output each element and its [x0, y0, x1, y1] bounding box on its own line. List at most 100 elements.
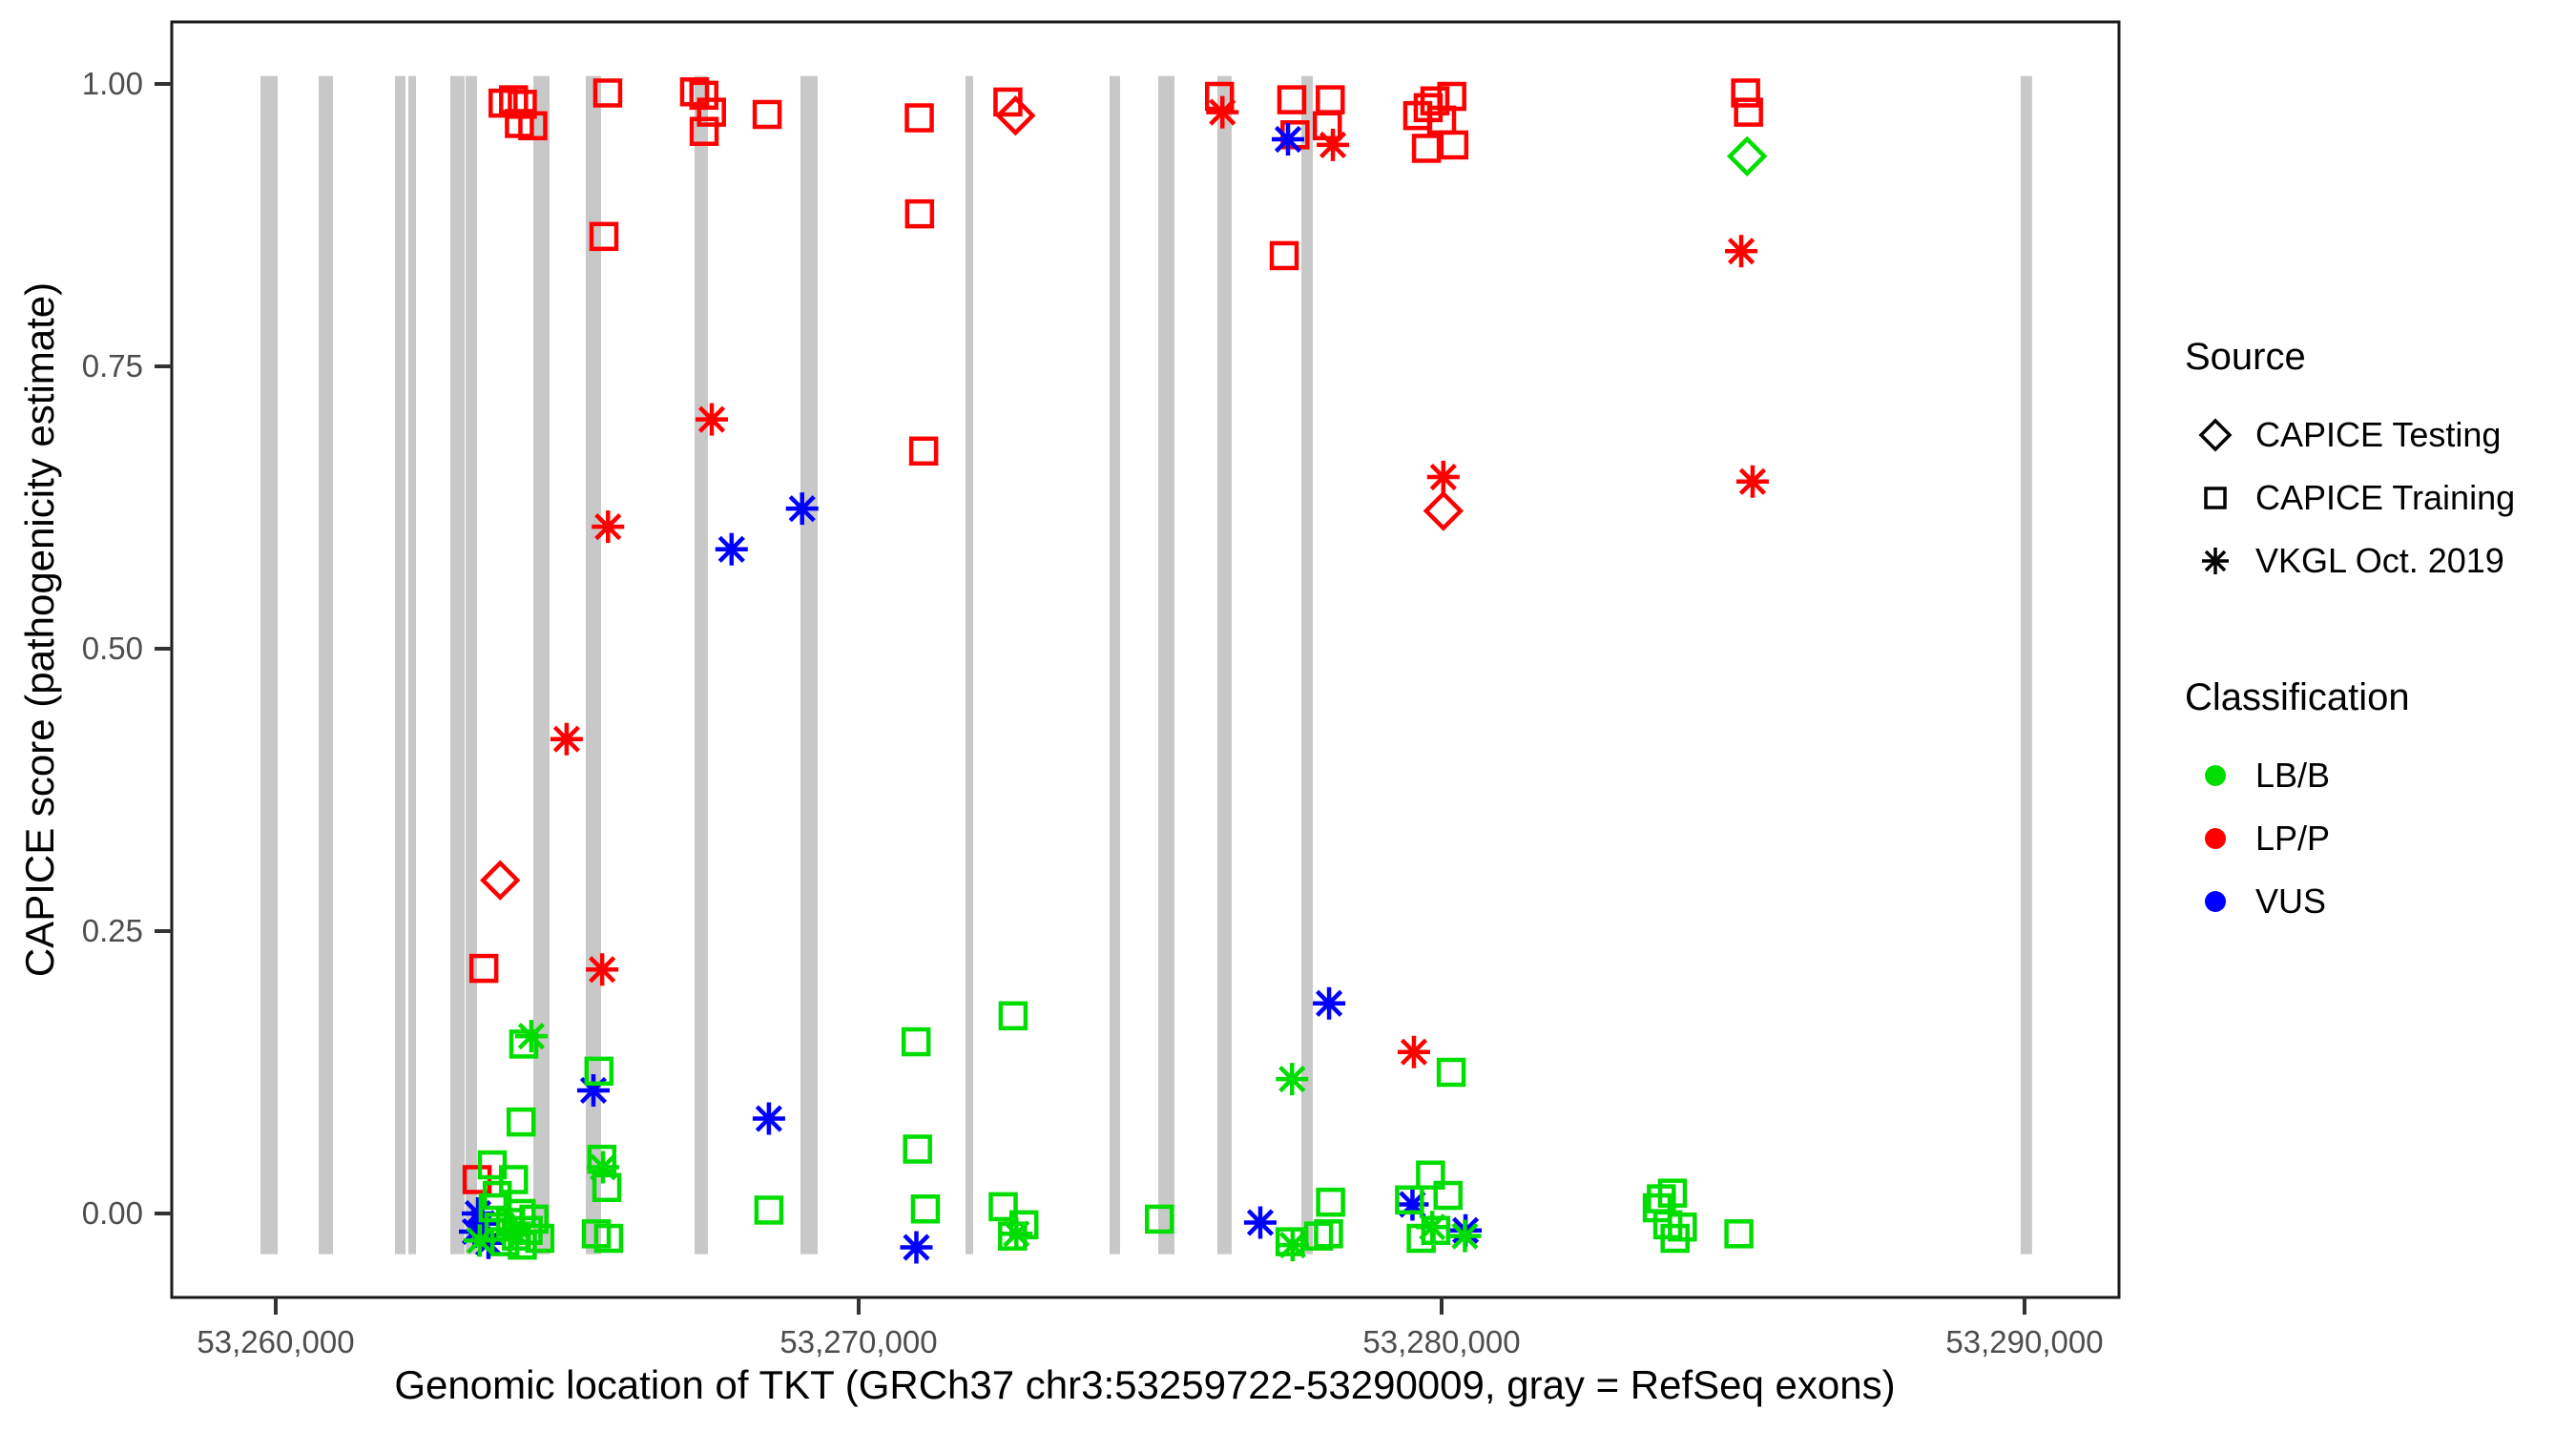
data-point-square — [506, 1107, 536, 1137]
data-point-asterisk — [1725, 235, 1758, 268]
data-point-asterisk — [1426, 461, 1460, 494]
data-point-square — [1008, 1210, 1039, 1240]
legend-item-capice-training: CAPICE Training — [2185, 467, 2566, 529]
data-point-square — [1312, 111, 1342, 141]
data-point-square — [518, 111, 548, 141]
data-point-square — [908, 436, 939, 467]
data-point-square — [1734, 97, 1763, 127]
legend-item-vus: VUS — [2185, 870, 2566, 933]
data-point-square — [584, 1056, 614, 1087]
data-point-square — [1395, 1185, 1424, 1215]
data-point-diamond — [480, 860, 521, 901]
data-point-square — [478, 1192, 509, 1223]
refseq-exon-bar — [260, 75, 279, 1255]
refseq-exon-bar — [395, 75, 406, 1255]
x-axis-title: Genomic location of TKT (GRCh37 chr3:532… — [394, 1362, 1896, 1407]
x-axis-tick-label: 53,290,000 — [1945, 1324, 2103, 1359]
refseq-exon-bar — [408, 75, 417, 1255]
diamond-legend-icon — [2198, 418, 2233, 452]
refseq-exon-bar — [2020, 75, 2032, 1255]
data-point-asterisk — [463, 1224, 496, 1257]
data-point-asterisk — [462, 1197, 495, 1230]
data-point-asterisk — [1272, 123, 1304, 156]
data-point-square — [1406, 1223, 1436, 1254]
data-point-square — [1437, 81, 1466, 112]
panel-border — [170, 20, 2121, 1299]
asterisk-icon — [2194, 540, 2236, 582]
data-point-asterisk — [696, 403, 729, 436]
y-axis-tick-label: 0.50 — [82, 631, 143, 666]
data-point-asterisk — [752, 1102, 785, 1135]
data-point-square — [1411, 134, 1442, 163]
data-point-square — [998, 1001, 1028, 1031]
data-point-asterisk — [1735, 465, 1769, 498]
refseq-exon-bar — [1216, 75, 1232, 1255]
legend-classification-title: Classification — [2185, 676, 2410, 718]
refseq-exon-bar — [1157, 75, 1174, 1255]
legend-source-title: Source — [2185, 336, 2306, 378]
data-point-square — [477, 1150, 508, 1180]
data-point-asterisk — [1317, 128, 1350, 161]
refseq-exon-bar — [466, 75, 477, 1255]
data-point-square — [462, 1165, 492, 1194]
data-point-square — [592, 78, 623, 108]
legend: Source CAPICE Testing CAPICE Training VKGL… — [2185, 336, 2566, 933]
refseq-exon-bar — [965, 75, 974, 1255]
data-point-asterisk — [514, 1020, 548, 1053]
data-point-square — [1420, 86, 1450, 116]
refseq-exon-bar — [695, 75, 708, 1255]
data-point-asterisk — [1000, 1217, 1033, 1251]
diamond-icon — [2194, 414, 2236, 456]
data-point-diamond — [995, 94, 1036, 136]
data-point-square — [689, 116, 719, 146]
refseq-exon-bar — [800, 75, 818, 1255]
data-point-asterisk — [587, 1151, 620, 1184]
legend-item-label: CAPICE Training — [2255, 478, 2516, 517]
y-axis-tick-label: 0.25 — [82, 913, 143, 948]
square-legend-icon — [2204, 487, 2227, 509]
legend-item-label: VUS — [2255, 881, 2327, 921]
refseq-exon-bar — [533, 75, 550, 1255]
data-point-square — [696, 97, 726, 127]
data-point-asterisk — [1397, 1035, 1430, 1068]
data-point-square — [1416, 1160, 1445, 1190]
data-point-square — [901, 1027, 931, 1057]
data-point-square — [499, 1165, 529, 1194]
data-point-square — [1316, 85, 1345, 114]
dot-legend-icon — [2205, 828, 2226, 849]
data-point-square — [506, 1198, 536, 1229]
legend-source-items: CAPICE Testing CAPICE Training VKGL Oct. 2… — [2185, 404, 2566, 592]
data-point-asterisk — [550, 722, 583, 756]
data-point-asterisk — [785, 492, 819, 526]
data-point-square — [587, 1144, 617, 1174]
x-axis-tick-label: 53,260,000 — [197, 1324, 354, 1359]
data-point-asterisk — [715, 532, 748, 566]
data-point-square — [1303, 1221, 1334, 1251]
data-point-square — [593, 1223, 624, 1254]
data-point-asterisk — [900, 1231, 933, 1264]
data-point-square — [1731, 78, 1760, 108]
x-axis-tick-label: 53,270,000 — [779, 1324, 937, 1359]
data-point-asterisk — [576, 1073, 610, 1107]
refseq-exon-bar — [449, 75, 465, 1255]
y-axis-title: CAPICE score (pathogenicity estimate) — [17, 281, 62, 978]
legend-classification-items: LB/B LP/P VUS — [2185, 744, 2566, 933]
data-point-asterisk — [1276, 1063, 1309, 1096]
dot-icon — [2194, 818, 2236, 860]
data-point-square — [1316, 1187, 1345, 1217]
legend-item-vkgl-oct-2019: VKGL Oct. 2019 — [2185, 529, 2566, 592]
data-point-asterisk — [1206, 95, 1239, 129]
data-point-square — [1439, 130, 1469, 160]
data-point-square — [1314, 1219, 1343, 1249]
data-point-asterisk — [592, 510, 625, 544]
data-point-square — [679, 77, 710, 107]
data-point-asterisk — [1448, 1219, 1482, 1253]
data-point-square — [904, 103, 934, 133]
dot-legend-icon — [2205, 765, 2226, 786]
data-point-square — [903, 1134, 932, 1164]
square-icon — [2194, 477, 2236, 519]
data-point-diamond — [1726, 135, 1768, 176]
data-point-square — [1275, 1227, 1305, 1256]
